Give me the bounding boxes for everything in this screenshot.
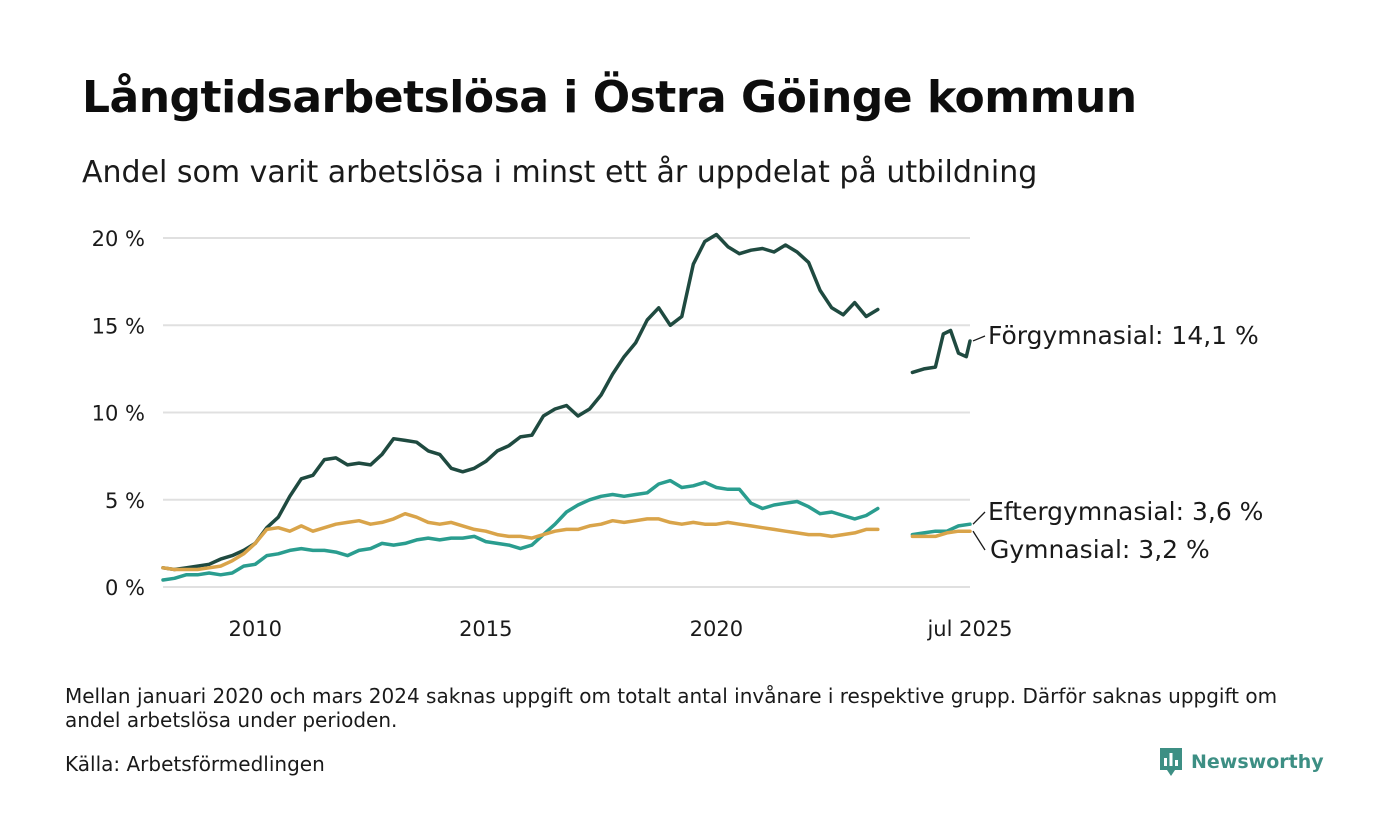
label-leader-line [972, 335, 986, 342]
y-tick-label: 10 % [92, 402, 145, 426]
series-line-gymnasial [910, 529, 972, 539]
x-axis-ticks: 2010 2015 2020 jul 2025 [229, 617, 1013, 641]
series-line-gymnasial [161, 511, 880, 572]
x-tick-label: 2015 [459, 617, 512, 641]
series-end-labels: Förgymnasial: 14,1 % Eftergymnasial: 3,6 … [972, 321, 1263, 564]
y-tick-label: 20 % [92, 227, 145, 251]
brand-name: Newsworthy [1191, 751, 1324, 773]
series-lines [161, 232, 972, 582]
series-end-label-eftergymnasial: Eftergymnasial: 3,6 % [988, 497, 1263, 526]
source-note: Källa: Arbetsförmedlingen [65, 752, 325, 776]
series-line-förgymnasial [161, 232, 880, 572]
footnote: Mellan januari 2020 och mars 2024 saknas… [65, 684, 1278, 732]
x-tick-label: 2010 [229, 617, 282, 641]
newsworthy-brand: Newsworthy [1158, 746, 1324, 778]
series-end-label-gymnasial: Gymnasial: 3,2 % [990, 535, 1210, 564]
label-leader-line [972, 511, 986, 525]
series-line-förgymnasial [910, 328, 972, 375]
y-axis-ticks: 0 % 5 % 10 % 15 % 20 % [92, 227, 145, 600]
series-line-eftergymnasial [161, 478, 880, 582]
x-tick-label: 2020 [690, 617, 743, 641]
y-tick-label: 5 % [105, 489, 145, 513]
line-chart: 0 %5 %10 %15 %20 % 2010 2015 2020 jul 2025 … [92, 227, 1264, 641]
chart-subtitle: Andel som varit arbetslösa i minst ett å… [82, 155, 1038, 190]
y-tick-label: 15 % [92, 314, 145, 338]
newsworthy-logo-icon [1160, 748, 1182, 776]
chart-title: Långtidsarbetslösa i Östra Göinge kommun [82, 72, 1137, 123]
label-leader-line [972, 530, 986, 551]
gridlines [163, 237, 970, 588]
x-tick-label: jul 2025 [926, 617, 1012, 641]
series-line-eftergymnasial [910, 522, 972, 537]
y-tick-label: 0 % [105, 576, 145, 600]
series-end-label-förgymnasial: Förgymnasial: 14,1 % [988, 321, 1259, 350]
